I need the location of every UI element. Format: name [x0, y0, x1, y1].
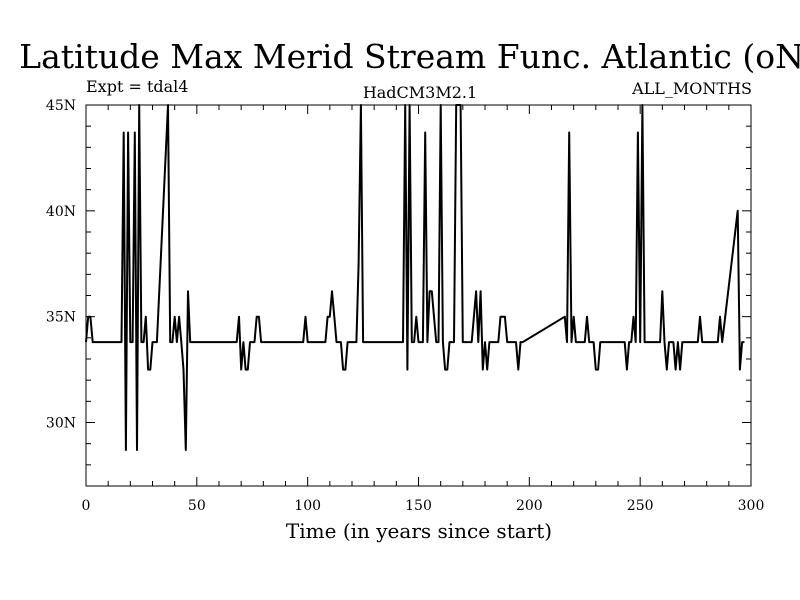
x-tick-label: 0 [82, 498, 91, 514]
y-tick-label: 35N [46, 310, 76, 326]
x-axis-label: Time (in years since start) [286, 519, 552, 543]
experiment-label: Expt = tdal4 [86, 77, 188, 96]
y-tick-label: 40N [46, 204, 76, 220]
x-tick-label: 100 [294, 498, 321, 514]
y-tick-labels: 30N 35N 40N 45N [46, 98, 76, 432]
y-tick-label: 30N [46, 416, 76, 432]
series-line [85, 104, 745, 451]
x-tick-labels: 0 50 100 150 200 250 300 [82, 498, 765, 514]
x-tick-label: 150 [405, 498, 432, 514]
x-tick-label: 200 [516, 498, 543, 514]
model-label: HadCM3M2.1 [363, 83, 477, 102]
x-tick-label: 50 [188, 498, 206, 514]
chart-title: Latitude Max Merid Stream Func. Atlantic… [19, 37, 800, 76]
months-label: ALL_MONTHS [631, 79, 752, 98]
x-tick-label: 300 [738, 498, 765, 514]
axis-ticks [85, 104, 752, 487]
y-tick-label: 45N [46, 98, 76, 114]
x-tick-label: 250 [627, 498, 654, 514]
